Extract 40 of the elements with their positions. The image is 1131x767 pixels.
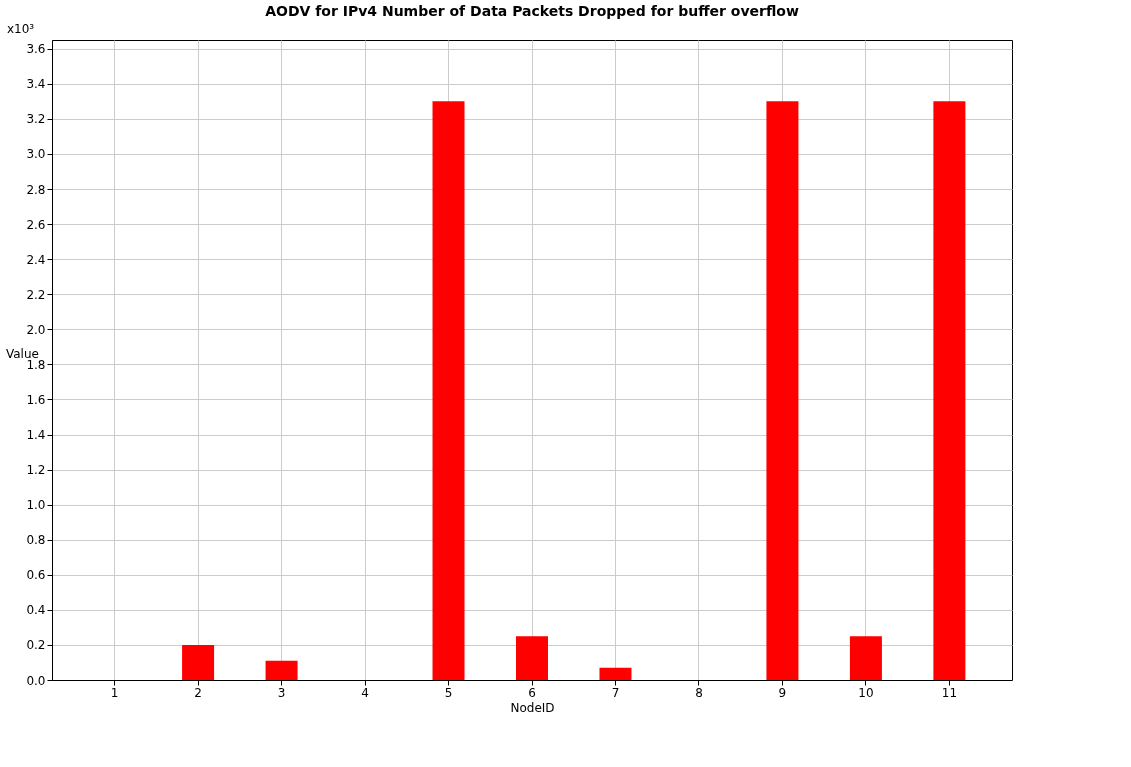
- x-tick-label: 10: [858, 685, 874, 700]
- chart-title: AODV for IPv4 Number of Data Packets Dropped for buffer overflow: [265, 3, 799, 19]
- y-tick-label: 0.0: [26, 673, 46, 688]
- y-tick-label: 1.4: [26, 428, 46, 443]
- y-tick-label: 1.6: [26, 392, 46, 407]
- y-tick-label: 2.6: [26, 217, 46, 232]
- y-tick-label: 0.6: [26, 568, 46, 583]
- y-tick-label: 3.6: [26, 42, 46, 57]
- y-tick-label: 2.2: [26, 287, 46, 302]
- bar: [432, 101, 465, 680]
- x-tick-label: 8: [695, 685, 703, 700]
- x-tick-label: 1: [110, 685, 119, 700]
- text: x10³: [7, 22, 35, 36]
- x-tick-label: 2: [194, 685, 202, 700]
- x-tick-label: 7: [611, 685, 620, 700]
- bar: [182, 644, 215, 680]
- y-tick-label: 3.0: [26, 147, 46, 162]
- bar: [766, 101, 799, 680]
- bar: [849, 636, 882, 680]
- x-tick-label: 4: [361, 685, 369, 700]
- x-tick-label: 6: [528, 685, 536, 700]
- y-tick-label: 1.0: [26, 498, 46, 513]
- bar: [933, 101, 966, 680]
- y-tick-label: 0.8: [26, 533, 46, 548]
- y-tick-label: 2.8: [26, 182, 46, 197]
- y-tick-label: 2.0: [26, 322, 46, 337]
- x-axis-title: NodeID: [510, 700, 555, 715]
- x-tick-label: 11: [941, 685, 958, 700]
- x-tick-label: 5: [444, 685, 453, 700]
- y-tick-label: 3.4: [26, 77, 46, 92]
- x-tick-label: 9: [778, 685, 787, 700]
- y-tick-label: 0.4: [26, 603, 46, 618]
- y-tick-label: 3.2: [26, 112, 46, 127]
- bar: [265, 660, 298, 680]
- bar: [599, 667, 632, 680]
- y-tick-label: 0.2: [26, 638, 46, 653]
- y-tick-label: 1.2: [26, 463, 46, 478]
- bar: [516, 636, 548, 680]
- y-tick-label: 2.4: [26, 252, 46, 267]
- x-tick-label: 3: [277, 685, 286, 700]
